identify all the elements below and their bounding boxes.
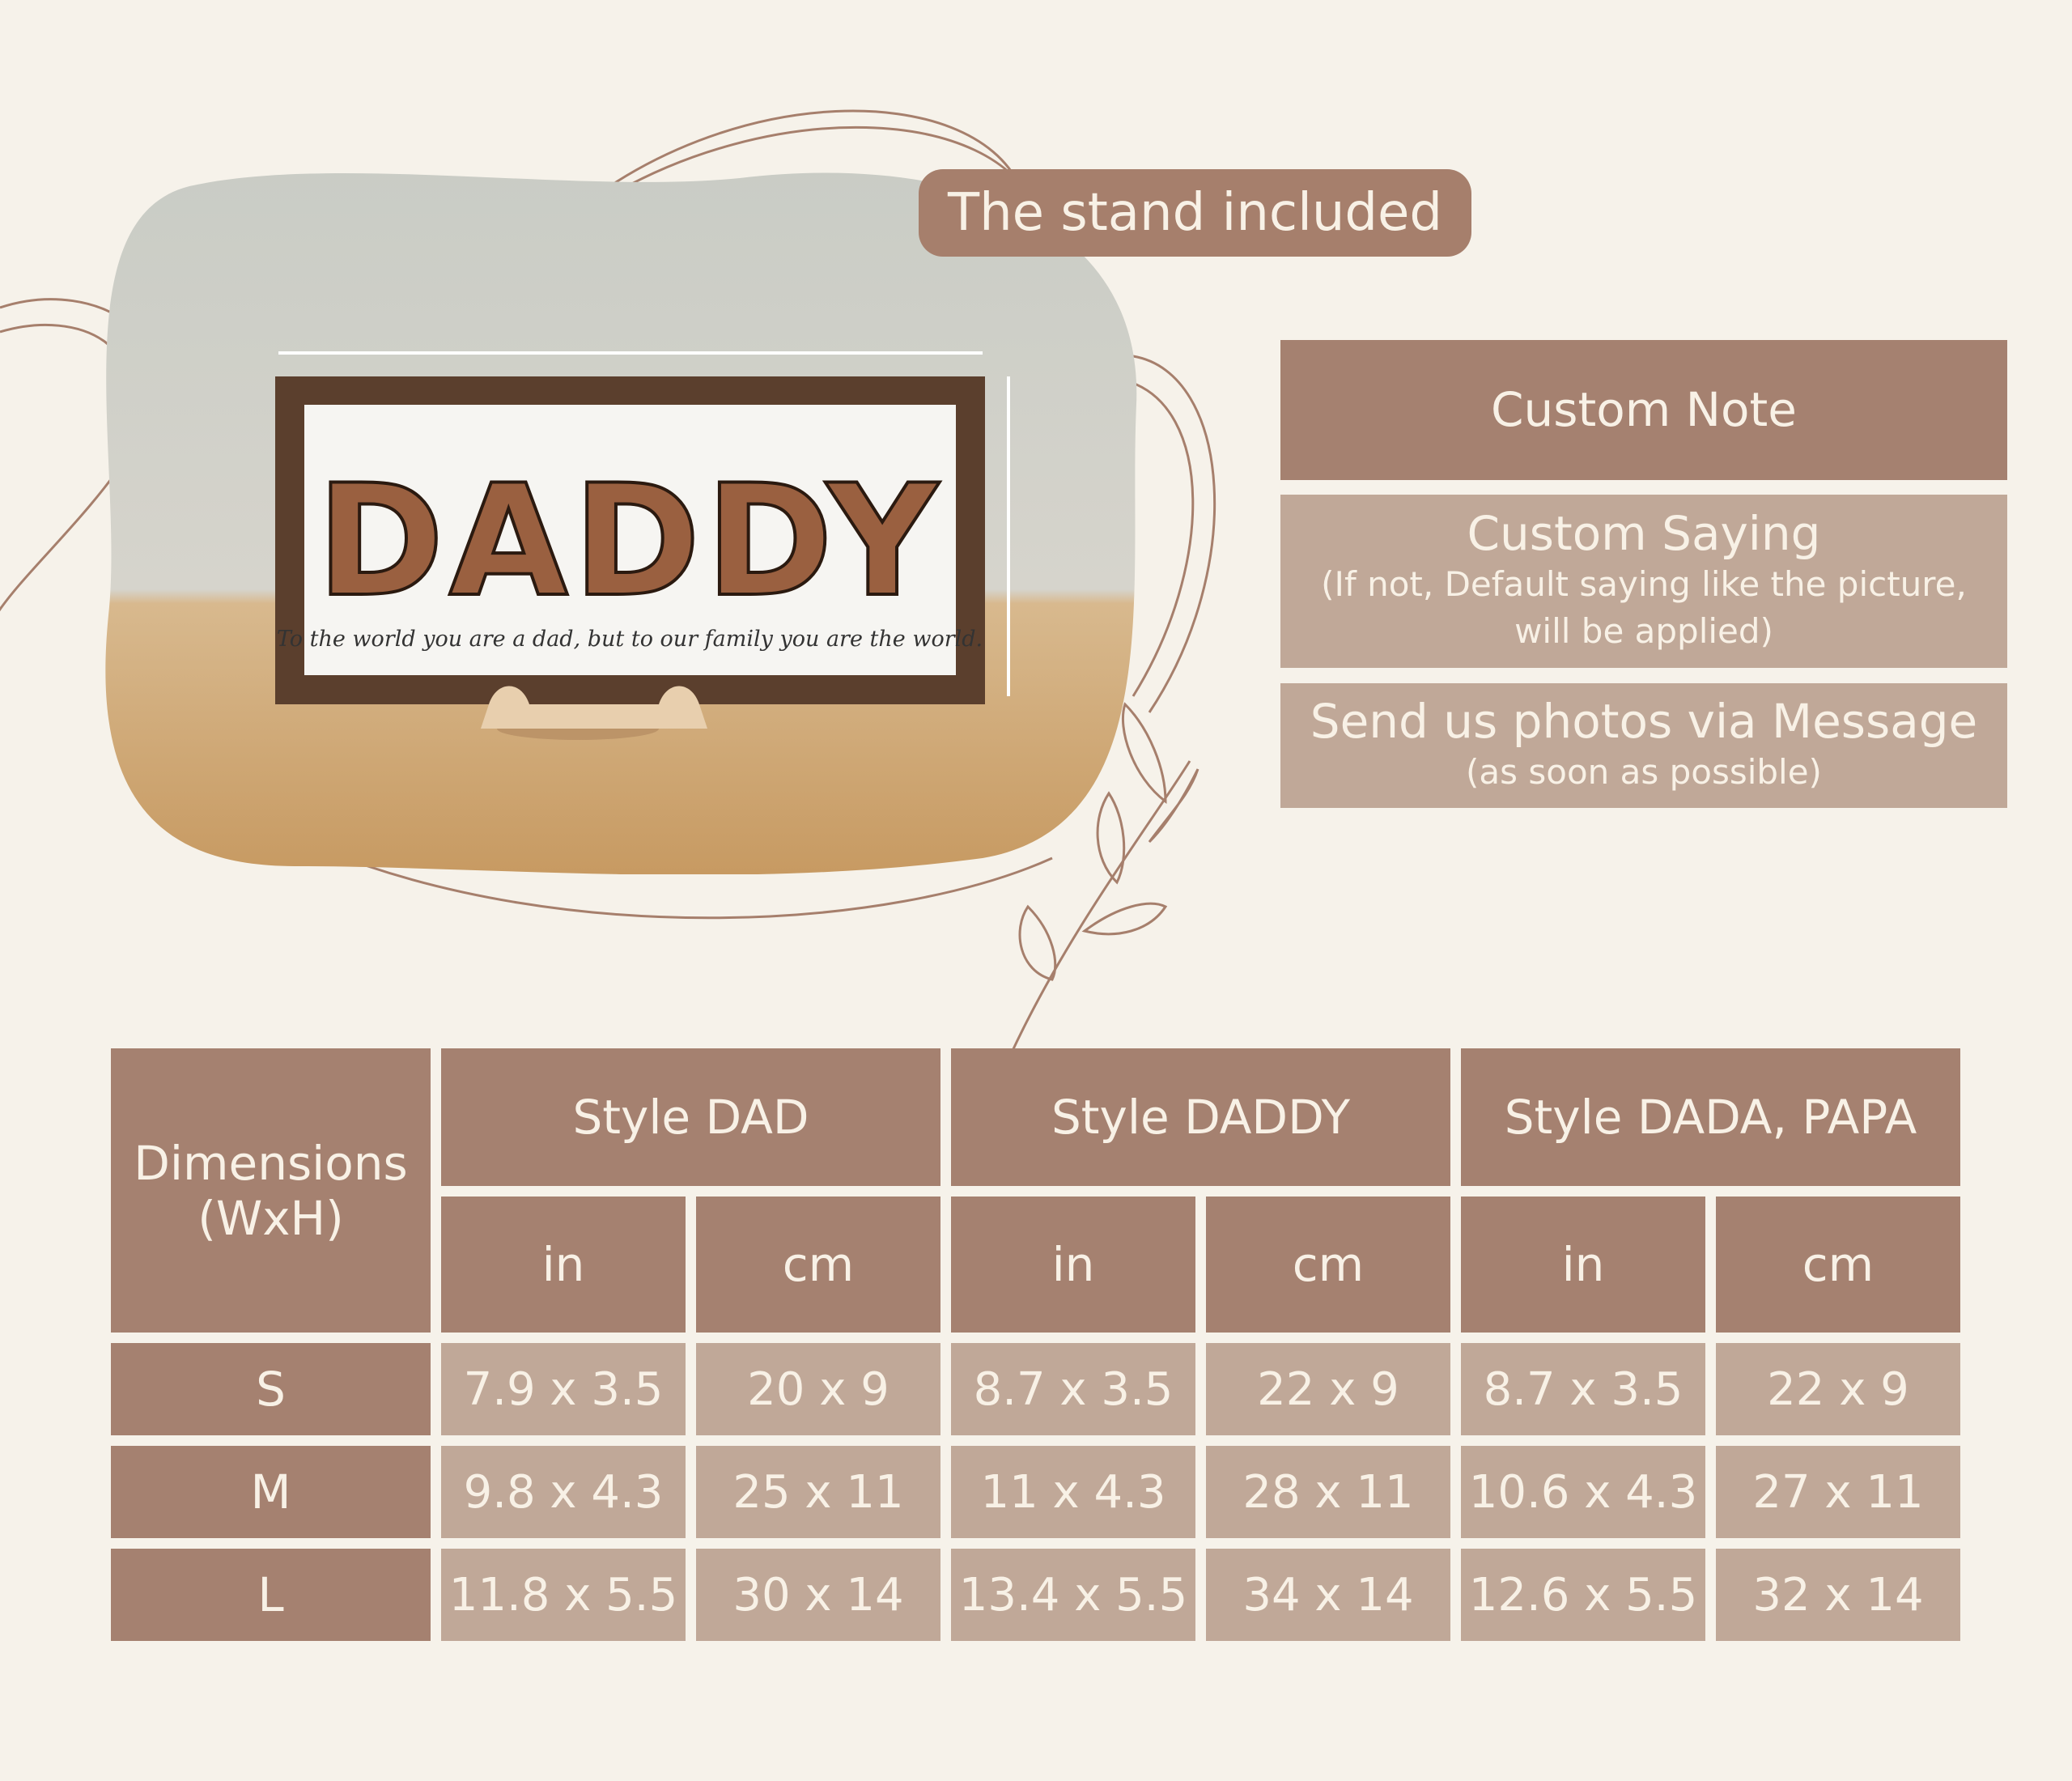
size-label: L xyxy=(111,1549,431,1641)
style-dada-papa-header: Style DADA, PAPA xyxy=(1461,1048,1960,1186)
stand xyxy=(481,686,707,729)
unit-header: cm xyxy=(1206,1197,1450,1333)
table-cell: 9.8 x 4.3 xyxy=(441,1446,686,1538)
table-cell: 27 x 11 xyxy=(1716,1446,1960,1538)
table-cell: 8.7 x 3.5 xyxy=(1461,1343,1705,1435)
unit-header: in xyxy=(951,1197,1195,1333)
unit-header: in xyxy=(441,1197,686,1333)
table-cell: 28 x 11 xyxy=(1206,1446,1450,1538)
send-photos-title: Send us photos via Message xyxy=(1310,694,1978,750)
send-photos-note: (as soon as possible) xyxy=(1466,751,1822,792)
table-cell: 11.8 x 5.5 xyxy=(441,1549,686,1641)
custom-note-title: Custom Note xyxy=(1491,382,1797,438)
style-dad-header: Style DAD xyxy=(441,1048,940,1186)
size-label: S xyxy=(111,1343,431,1435)
table-cell: 25 x 11 xyxy=(696,1446,940,1538)
table-cell: 20 x 9 xyxy=(696,1343,940,1435)
saying-text: To the world you are a dad, but to our f… xyxy=(277,627,983,652)
leaf-branch-icon xyxy=(1010,702,1199,1053)
table-cell: 11 x 4.3 xyxy=(951,1446,1195,1538)
table-cell: 8.7 x 3.5 xyxy=(951,1343,1195,1435)
product-photo: DADDY To the world you are a dad, but to… xyxy=(92,162,1153,874)
table-cell: 12.6 x 5.5 xyxy=(1461,1549,1705,1641)
send-photos-box: Send us photos via Message (as soon as p… xyxy=(1280,683,2007,808)
custom-saying-note-2: will be applied) xyxy=(1514,611,1773,652)
table-cell: 30 x 14 xyxy=(696,1549,940,1641)
custom-saying-box: Custom Saying (If not, Default saying li… xyxy=(1280,495,2007,668)
stand-included-badge: The stand included xyxy=(919,169,1471,257)
table-cell: 22 x 9 xyxy=(1206,1343,1450,1435)
style-daddy-header: Style DADDY xyxy=(951,1048,1450,1186)
table-cell: 10.6 x 4.3 xyxy=(1461,1446,1705,1538)
size-label: M xyxy=(111,1446,431,1538)
custom-note-box: Custom Note xyxy=(1280,340,2007,480)
table-cell: 13.4 x 5.5 xyxy=(951,1549,1195,1641)
unit-header: cm xyxy=(1716,1197,1960,1333)
decorative-swirl-lines xyxy=(0,109,1216,1053)
size-table: Dimensions (WxH) Style DAD Style DADDY S… xyxy=(111,1048,1960,1641)
table-cell: 34 x 14 xyxy=(1206,1549,1450,1641)
table-cell: 22 x 9 xyxy=(1716,1343,1960,1435)
custom-saying-title: Custom Saying xyxy=(1467,505,1821,561)
unit-header: cm xyxy=(696,1197,940,1333)
custom-saying-note: (If not, Default saying like the picture… xyxy=(1321,563,1967,604)
table-cell: 7.9 x 3.5 xyxy=(441,1343,686,1435)
daddy-letters: DADDY xyxy=(316,452,943,631)
dimensions-header: Dimensions (WxH) xyxy=(111,1048,431,1333)
unit-header: in xyxy=(1461,1197,1705,1333)
table-cell: 32 x 14 xyxy=(1716,1549,1960,1641)
